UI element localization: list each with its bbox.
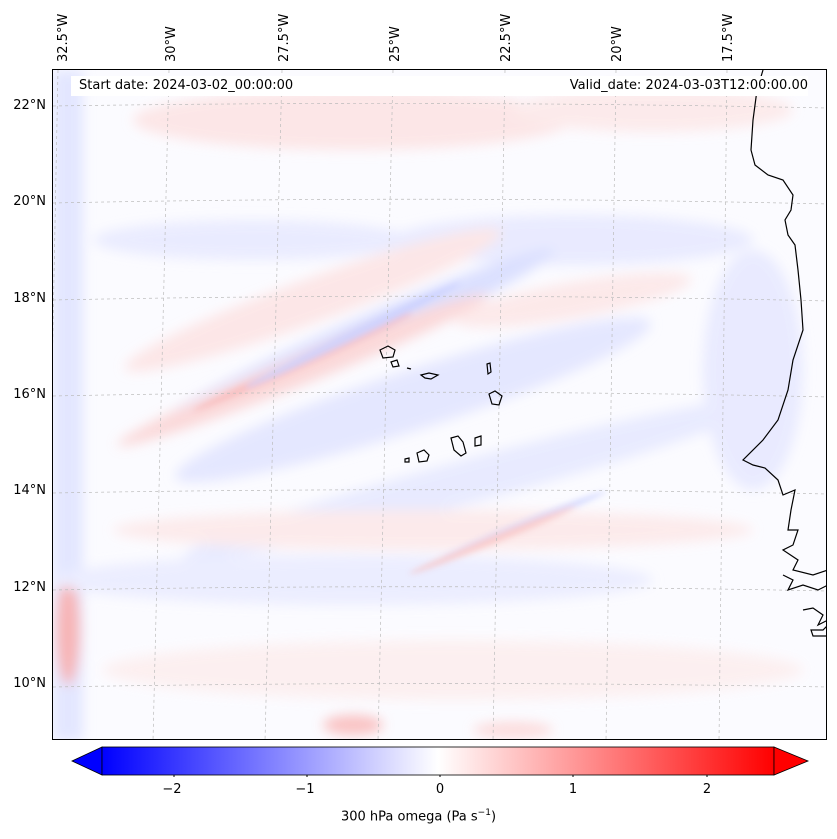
lon-label-17.5w: 17.5°W [721, 13, 736, 62]
colorbar-label-close: ) [490, 809, 497, 825]
lat-label-12n: 12°N [13, 580, 46, 595]
lon-label-27.5w: 27.5°W [277, 13, 292, 62]
island-maio [474, 435, 482, 447]
colorbar-min-extend [71, 746, 103, 776]
lon-label-30w: 30°W [164, 26, 179, 62]
omega-streaks [193, 282, 607, 574]
lat-label-20n: 20°N [13, 194, 46, 209]
colorbar [71, 746, 810, 777]
gridlines [53, 70, 826, 739]
island-boa-vista [488, 390, 503, 406]
island-fogo [416, 449, 430, 463]
colorbar-tick-minus1: −1 [295, 782, 315, 797]
island-sao-vicente [390, 359, 400, 368]
colorbar-label-exponent: −1 [477, 808, 491, 818]
lon-label-22.5w: 22.5°W [499, 13, 514, 62]
colorbar-tick-0: 0 [435, 782, 445, 797]
colorbar-tick-1: 1 [568, 782, 578, 797]
colorbar-tick-2: 2 [702, 782, 712, 797]
colorbar-max-extend [773, 746, 810, 776]
lon-label-20w: 20°W [610, 26, 625, 62]
lat-label-14n: 14°N [13, 483, 46, 498]
lon-label-32.5w: 32.5°W [56, 13, 71, 62]
valid-date-label: Valid_date: 2024-03-03T12:00:00.00 [569, 78, 808, 93]
colorbar-ticks [173, 775, 708, 777]
omega-field-svg [53, 70, 826, 739]
island-brava [404, 457, 410, 463]
lat-label-10n: 10°N [13, 676, 46, 691]
island-sao-nicolau [419, 372, 440, 380]
omega-field [53, 70, 803, 739]
start-date-label: Start date: 2024-03-02_00:00:00 [79, 78, 294, 93]
colorbar-gradient [101, 746, 775, 776]
colorbar-label: 300 hPa omega (Pa s−1) [0, 808, 837, 824]
island-sal [486, 362, 492, 376]
map-panel [52, 69, 827, 740]
colorbar-tick-minus2: −2 [162, 782, 182, 797]
lat-label-22n: 22°N [13, 98, 46, 113]
island-santiago [450, 435, 467, 457]
lat-label-16n: 16°N [13, 387, 46, 402]
africa-coastline [741, 70, 826, 576]
colorbar-label-text: 300 hPa omega (Pa s [340, 809, 478, 825]
title-bar [71, 76, 808, 96]
lon-label-25w: 25°W [388, 26, 403, 62]
lat-label-18n: 18°N [13, 291, 46, 306]
coastlines [379, 70, 826, 637]
island-santo-antao [379, 345, 396, 359]
